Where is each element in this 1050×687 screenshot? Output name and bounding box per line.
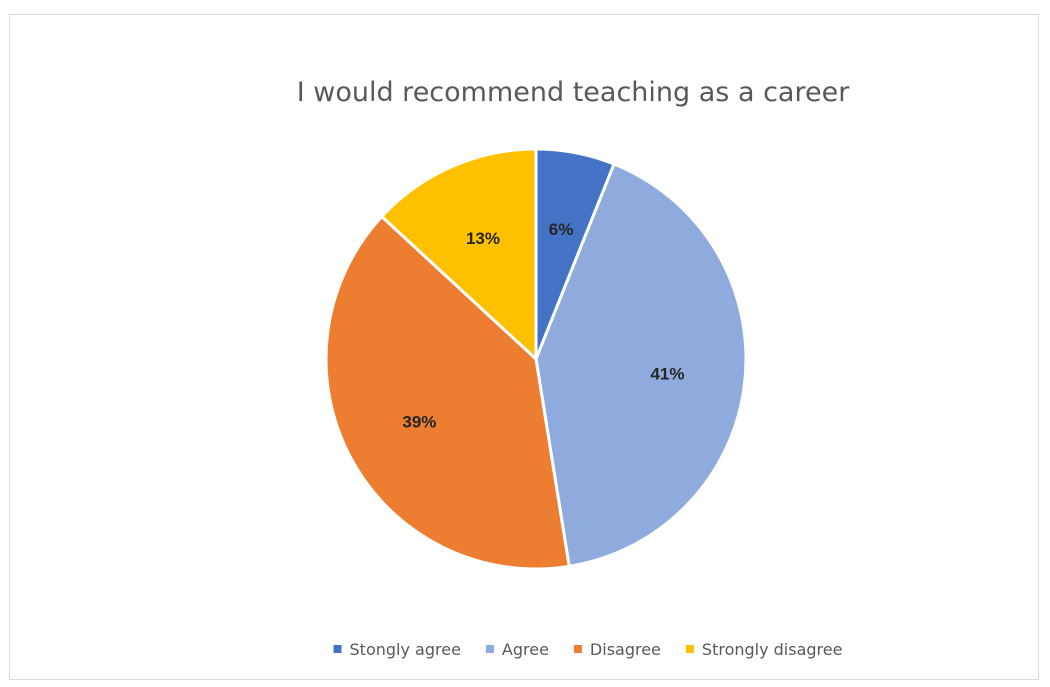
legend-marker-stongly-agree [333, 645, 342, 653]
legend-item-stongly-agree: Stongly agree [333, 640, 461, 659]
data-labels: 6% 41% 39% 13% [402, 220, 684, 431]
data-label-agree: 41% [650, 365, 684, 384]
legend-marker-agree [485, 645, 494, 653]
data-label-strongly-disagree: 13% [466, 229, 500, 248]
chart-frame: I would recommend teaching as a career 6… [9, 14, 1039, 680]
pie-slice-disagree [324, 215, 571, 571]
legend-marker-disagree [573, 645, 582, 653]
data-label-stongly-agree: 6% [549, 220, 574, 239]
legend-item-strongly-disagree: Strongly disagree [685, 640, 843, 659]
legend-label-agree: Agree [502, 640, 549, 659]
pie-slice-agree [534, 162, 748, 568]
pie-chart: I would recommend teaching as a career 6… [297, 77, 850, 659]
data-label-disagree: 39% [402, 412, 436, 431]
legend-label-strongly-disagree: Strongly disagree [702, 640, 843, 659]
legend-item-agree: Agree [485, 640, 549, 659]
pie-slices [324, 147, 748, 571]
legend-label-disagree: Disagree [590, 640, 661, 659]
legend: Stongly agree Agree Disagree Strongly disag… [333, 640, 843, 659]
pie-slice-strongly-disagree [380, 147, 538, 361]
legend-label-stongly-agree: Stongly agree [350, 640, 461, 659]
chart-title: I would recommend teaching as a career [297, 77, 850, 108]
legend-item-disagree: Disagree [573, 640, 661, 659]
legend-marker-strongly-disagree [685, 645, 694, 653]
